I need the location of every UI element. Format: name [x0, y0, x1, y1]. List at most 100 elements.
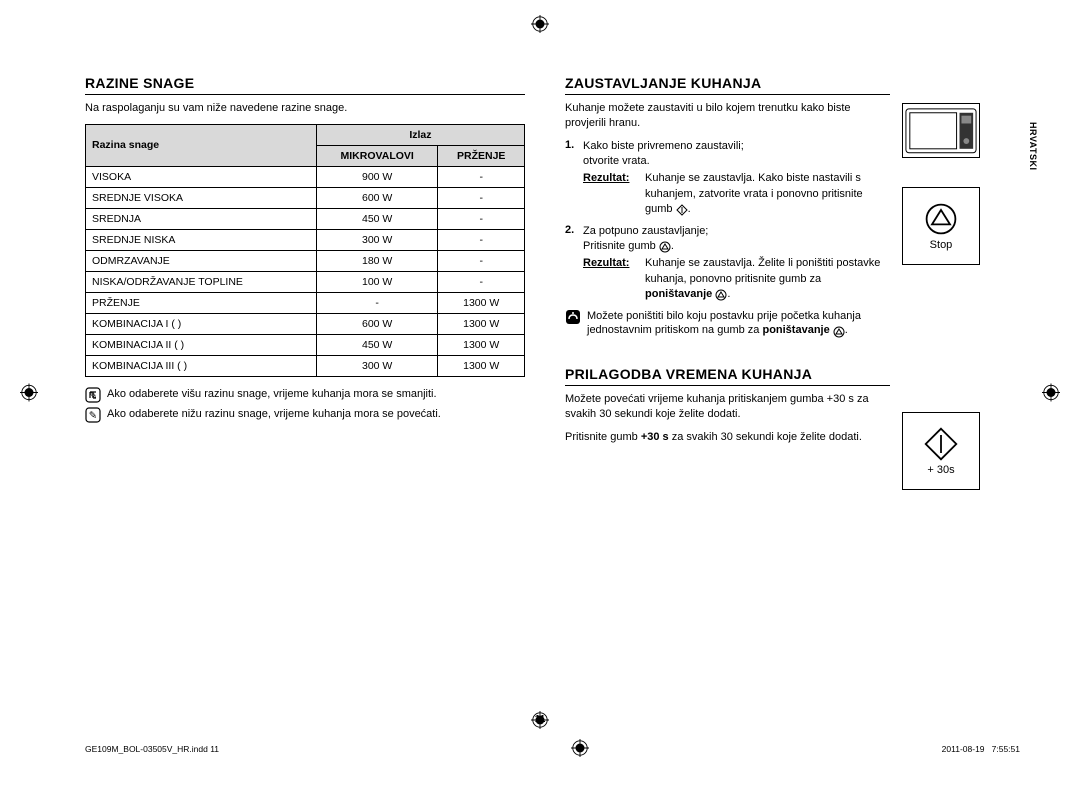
note-icon: ✎: [85, 387, 101, 403]
cell-grill: -: [438, 208, 525, 229]
cell-grill: 1300 W: [438, 313, 525, 334]
table-row: KOMBINACIJA III ( )300 W1300 W: [86, 355, 525, 376]
step1-result: Kuhanje se zaustavlja. Kako biste nastav…: [645, 171, 890, 217]
cell-grill: 1300 W: [438, 334, 525, 355]
crop-mark-footer: [571, 739, 589, 759]
adjust-body-bold: +30 s: [641, 431, 669, 443]
cell-micro: 450 W: [316, 334, 438, 355]
start-icon: [676, 203, 688, 215]
th-level: Razina snage: [86, 124, 317, 166]
note-low-power: ✎ Ako odaberete nižu razinu snage, vrije…: [85, 407, 525, 423]
cell-micro: -: [316, 292, 438, 313]
adjust-body-b: za svakih 30 sekundi koje želite dodati.: [669, 431, 862, 443]
cell-grill: -: [438, 271, 525, 292]
stop-button-image: Stop: [902, 187, 980, 265]
stop-label: Stop: [930, 239, 953, 251]
footer-time: 7:55:51: [992, 744, 1020, 754]
adjust-time-section: PRILAGODBA VREMENA KUHANJA Možete poveća…: [565, 366, 980, 445]
result-label: Rezultat:: [583, 256, 645, 302]
microwave-image: [902, 103, 980, 158]
power-levels-intro: Na raspolaganju su vam niže navedene raz…: [85, 101, 525, 116]
footer-file: GE109M_BOL-03505V_HR.indd 11: [85, 744, 219, 754]
adjust-body-a: Pritisnite gumb: [565, 431, 641, 443]
table-row: KOMBINACIJA I ( )600 W1300 W: [86, 313, 525, 334]
tip-text: Možete poništiti bilo koju postavku prij…: [587, 309, 890, 339]
cell-level: NISKA/ODRŽAVANJE TOPLINE: [86, 271, 317, 292]
stop-steps: Kako biste privremeno zaustavili; otvori…: [565, 139, 890, 303]
step2-result-bold: poništavanje: [645, 288, 712, 300]
step2-result-a: Kuhanje se zaustavlja. Želite li poništi…: [645, 257, 880, 284]
table-row: VISOKA900 W-: [86, 166, 525, 187]
note-high-power: ✎ Ako odaberete višu razinu snage, vrije…: [85, 387, 525, 403]
table-row: SREDNJE NISKA300 W-: [86, 229, 525, 250]
cell-level: SREDNJA: [86, 208, 317, 229]
footer-datetime: 2011-08-19 7:55:51: [942, 744, 1020, 754]
plus30-label: + 30s: [927, 464, 954, 476]
th-microwave: MIKROVALOVI: [316, 145, 438, 166]
step-2: Za potpuno zaustavljanje; Pritisnite gum…: [565, 224, 890, 303]
table-row: KOMBINACIJA II ( )450 W1300 W: [86, 334, 525, 355]
stop-icon: [659, 240, 671, 252]
footer: GE109M_BOL-03505V_HR.indd 11 2011-08-19 …: [85, 739, 1020, 759]
language-tab: HRVATSKI: [1028, 122, 1038, 171]
note-text: Ako odaberete nižu razinu snage, vrijeme…: [107, 407, 441, 422]
footer-date: 2011-08-19: [942, 744, 985, 754]
svg-text:✎: ✎: [89, 390, 97, 401]
step2-text-b: Pritisnite gumb .: [583, 239, 890, 254]
cell-micro: 180 W: [316, 250, 438, 271]
cell-level: PRŽENJE: [86, 292, 317, 313]
cell-level: KOMBINACIJA I ( ): [86, 313, 317, 334]
step2-result: Kuhanje se zaustavlja. Želite li poništi…: [645, 256, 890, 302]
stop-cooking-heading: ZAUSTAVLJANJE KUHANJA: [565, 75, 890, 95]
cell-micro: 600 W: [316, 313, 438, 334]
adjust-time-intro: Možete povećati vrijeme kuhanja pritiska…: [565, 392, 890, 422]
page-columns: RAZINE SNAGE Na raspolaganju su vam niže…: [85, 75, 1020, 473]
th-grill: PRŽENJE: [438, 145, 525, 166]
crop-mark-left: [20, 383, 38, 404]
table-row: PRŽENJE-1300 W: [86, 292, 525, 313]
cell-micro: 450 W: [316, 208, 438, 229]
step1-text-b: otvorite vrata.: [583, 154, 890, 169]
cell-micro: 300 W: [316, 229, 438, 250]
power-levels-section: RAZINE SNAGE Na raspolaganju su vam niže…: [85, 75, 525, 423]
cancel-icon: [833, 325, 845, 337]
cell-grill: -: [438, 187, 525, 208]
table-row: ODMRZAVANJE180 W-: [86, 250, 525, 271]
step2-text-b-span: Pritisnite gumb: [583, 240, 659, 252]
cell-grill: -: [438, 250, 525, 271]
right-column: ZAUSTAVLJANJE KUHANJA Kuhanje možete zau…: [565, 75, 1020, 473]
table-row: SREDNJE VISOKA600 W-: [86, 187, 525, 208]
cell-level: ODMRZAVANJE: [86, 250, 317, 271]
table-row: NISKA/ODRŽAVANJE TOPLINE100 W-: [86, 271, 525, 292]
th-output: Izlaz: [316, 124, 524, 145]
cell-micro: 100 W: [316, 271, 438, 292]
tip-text-bold: poništavanje: [762, 324, 829, 336]
crop-mark-top: [531, 15, 549, 36]
cell-level: SREDNJE NISKA: [86, 229, 317, 250]
left-column: RAZINE SNAGE Na raspolaganju su vam niže…: [85, 75, 525, 473]
cell-level: KOMBINACIJA III ( ): [86, 355, 317, 376]
note-text: Ako odaberete višu razinu snage, vrijeme…: [107, 387, 437, 402]
plus30-button-image: + 30s: [902, 412, 980, 490]
cell-micro: 300 W: [316, 355, 438, 376]
adjust-time-body: Pritisnite gumb +30 s za svakih 30 sekun…: [565, 430, 890, 445]
crop-mark-right: [1042, 383, 1060, 404]
step1-text-a: Kako biste privremeno zaustavili;: [583, 139, 890, 154]
step2-text-a: Za potpuno zaustavljanje;: [583, 224, 890, 239]
cell-micro: 900 W: [316, 166, 438, 187]
cell-grill: -: [438, 229, 525, 250]
cancel-tip: Možete poništiti bilo koju postavku prij…: [565, 309, 890, 339]
page-number: 11: [535, 714, 546, 725]
result-label: Rezultat:: [583, 171, 645, 217]
adjust-time-heading: PRILAGODBA VREMENA KUHANJA: [565, 366, 890, 386]
tip-icon: [565, 309, 581, 325]
stop-cooking-section: ZAUSTAVLJANJE KUHANJA Kuhanje možete zau…: [565, 75, 980, 338]
stop-cooking-intro: Kuhanje možete zaustaviti u bilo kojem t…: [565, 101, 890, 131]
step-1: Kako biste privremeno zaustavili; otvori…: [565, 139, 890, 218]
power-levels-heading: RAZINE SNAGE: [85, 75, 525, 95]
cell-grill: 1300 W: [438, 355, 525, 376]
table-row: SREDNJA450 W-: [86, 208, 525, 229]
cell-level: SREDNJE VISOKA: [86, 187, 317, 208]
cell-level: KOMBINACIJA II ( ): [86, 334, 317, 355]
svg-text:✎: ✎: [89, 410, 97, 421]
